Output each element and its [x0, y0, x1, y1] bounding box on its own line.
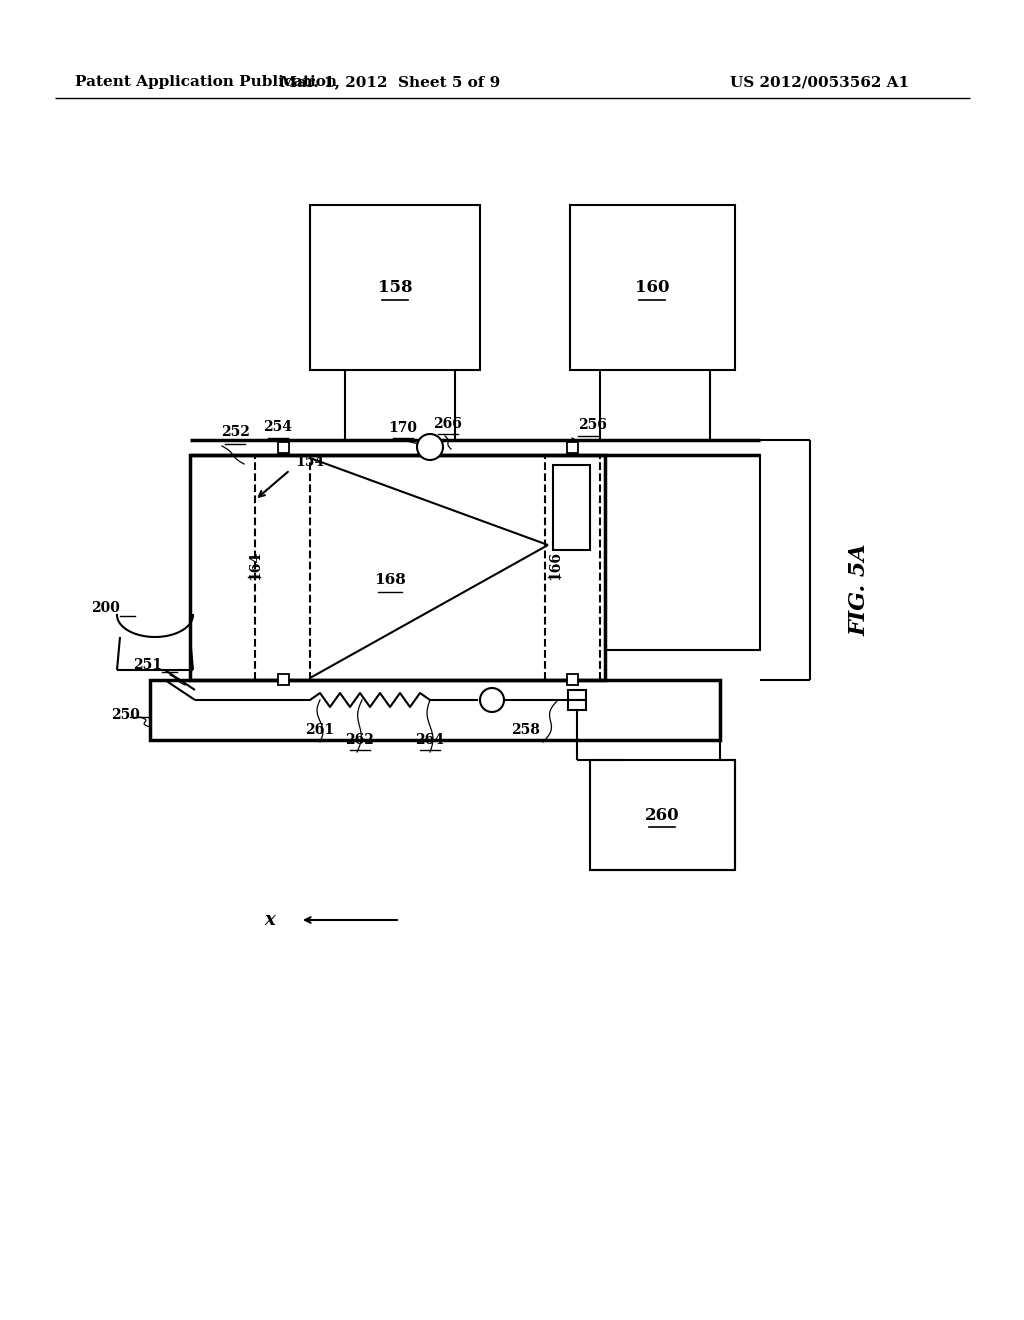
Text: 168: 168: [374, 573, 406, 587]
Text: 154: 154: [295, 455, 325, 469]
Text: 160: 160: [635, 280, 670, 297]
Text: 262: 262: [345, 733, 375, 747]
Text: Patent Application Publication: Patent Application Publication: [75, 75, 337, 88]
FancyBboxPatch shape: [568, 690, 586, 700]
Text: x: x: [264, 911, 275, 929]
FancyBboxPatch shape: [278, 442, 289, 453]
Text: 170: 170: [388, 421, 418, 436]
Circle shape: [417, 434, 443, 459]
Text: 158: 158: [378, 280, 413, 297]
Text: 251: 251: [133, 657, 162, 672]
Text: 261: 261: [305, 723, 335, 737]
Text: 266: 266: [433, 417, 463, 432]
FancyBboxPatch shape: [278, 675, 289, 685]
Text: Mar. 1, 2012  Sheet 5 of 9: Mar. 1, 2012 Sheet 5 of 9: [280, 75, 500, 88]
Circle shape: [480, 688, 504, 711]
Text: 254: 254: [263, 420, 293, 434]
FancyBboxPatch shape: [568, 700, 586, 710]
Text: 164: 164: [248, 550, 262, 579]
Text: 252: 252: [220, 425, 250, 440]
Text: 200: 200: [91, 601, 120, 615]
Text: FIG. 5A: FIG. 5A: [849, 544, 871, 636]
FancyBboxPatch shape: [567, 675, 578, 685]
Text: 166: 166: [548, 550, 562, 579]
Text: 260: 260: [645, 807, 679, 824]
FancyBboxPatch shape: [553, 465, 590, 550]
Text: 250: 250: [112, 708, 140, 722]
Text: 264: 264: [416, 733, 444, 747]
Text: 258: 258: [511, 723, 540, 737]
Text: 256: 256: [578, 418, 607, 432]
FancyBboxPatch shape: [567, 442, 578, 453]
Text: US 2012/0053562 A1: US 2012/0053562 A1: [730, 75, 909, 88]
